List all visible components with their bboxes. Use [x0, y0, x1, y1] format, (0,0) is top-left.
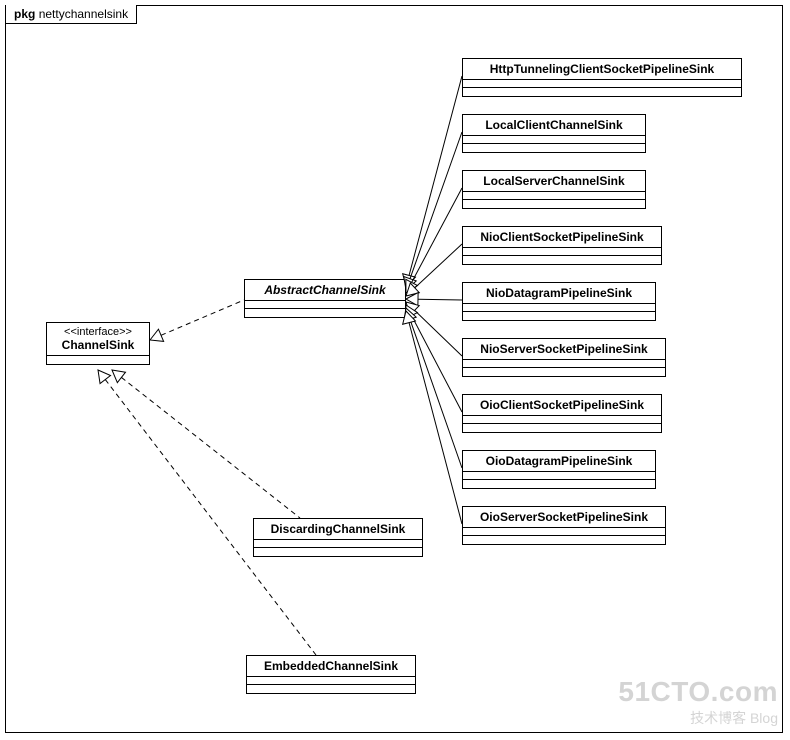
- class-discardingchannelsink: DiscardingChannelSink: [253, 518, 423, 557]
- empty-compartment: [463, 472, 655, 480]
- package-tab: pkg nettychannelsink: [5, 5, 137, 24]
- empty-compartment: [463, 536, 665, 544]
- package-name: nettychannelsink: [39, 7, 128, 21]
- classifier-head: <<interface>> ChannelSink: [47, 323, 149, 356]
- class-name: OioClientSocketPipelineSink: [469, 398, 655, 412]
- empty-compartment: [463, 88, 741, 96]
- empty-compartment: [463, 192, 645, 200]
- classifier-head: OioClientSocketPipelineSink: [463, 395, 661, 416]
- classifier-head: NioDatagramPipelineSink: [463, 283, 655, 304]
- empty-compartment: [47, 356, 149, 364]
- empty-compartment: [463, 416, 661, 424]
- class-name: NioDatagramPipelineSink: [469, 286, 649, 300]
- empty-compartment: [463, 136, 645, 144]
- empty-compartment: [463, 424, 661, 432]
- classifier-head: EmbeddedChannelSink: [247, 656, 415, 677]
- class-name: LocalServerChannelSink: [469, 174, 639, 188]
- empty-compartment: [463, 304, 655, 312]
- classifier-head: AbstractChannelSink: [245, 280, 405, 301]
- class-name: HttpTunnelingClientSocketPipelineSink: [469, 62, 735, 76]
- class-oioclientsocketpipelinesink: OioClientSocketPipelineSink: [462, 394, 662, 433]
- class-name: OioDatagramPipelineSink: [469, 454, 649, 468]
- class-name: OioServerSocketPipelineSink: [469, 510, 659, 524]
- class-nioclientsocketpipelinesink: NioClientSocketPipelineSink: [462, 226, 662, 265]
- stereotype-label: <<interface>>: [53, 326, 143, 338]
- empty-compartment: [463, 200, 645, 208]
- watermark-line1: 51CTO.com: [618, 676, 778, 708]
- empty-compartment: [245, 301, 405, 309]
- classifier-head: LocalServerChannelSink: [463, 171, 645, 192]
- classifier-head: NioClientSocketPipelineSink: [463, 227, 661, 248]
- empty-compartment: [245, 309, 405, 317]
- empty-compartment: [463, 256, 661, 264]
- empty-compartment: [463, 368, 665, 376]
- empty-compartment: [463, 144, 645, 152]
- watermark-line2: 技术博客 Blog: [618, 708, 778, 728]
- classifier-head: NioServerSocketPipelineSink: [463, 339, 665, 360]
- class-name: LocalClientChannelSink: [469, 118, 639, 132]
- class-niodatagrampipelinesink: NioDatagramPipelineSink: [462, 282, 656, 321]
- empty-compartment: [254, 540, 422, 548]
- class-httptunnelingclientsocketpipelinesink: HttpTunnelingClientSocketPipelineSink: [462, 58, 742, 97]
- classifier-head: HttpTunnelingClientSocketPipelineSink: [463, 59, 741, 80]
- class-localserverchannelsink: LocalServerChannelSink: [462, 170, 646, 209]
- classifier-head: OioServerSocketPipelineSink: [463, 507, 665, 528]
- classifier-head: LocalClientChannelSink: [463, 115, 645, 136]
- empty-compartment: [463, 80, 741, 88]
- diagram-frame: [5, 5, 783, 733]
- class-name: EmbeddedChannelSink: [253, 659, 409, 673]
- class-abstractchannelsink: AbstractChannelSink: [244, 279, 406, 318]
- class-localclientchannelsink: LocalClientChannelSink: [462, 114, 646, 153]
- class-embeddedchannelsink: EmbeddedChannelSink: [246, 655, 416, 694]
- watermark: 51CTO.com 技术博客 Blog: [618, 676, 778, 728]
- empty-compartment: [463, 528, 665, 536]
- class-name: NioClientSocketPipelineSink: [469, 230, 655, 244]
- class-nioserversocketpipelinesink: NioServerSocketPipelineSink: [462, 338, 666, 377]
- empty-compartment: [247, 685, 415, 693]
- package-label: pkg: [14, 7, 35, 21]
- empty-compartment: [463, 248, 661, 256]
- class-oiodatagrampipelinesink: OioDatagramPipelineSink: [462, 450, 656, 489]
- class-channelsink-interface: <<interface>> ChannelSink: [46, 322, 150, 365]
- class-name: AbstractChannelSink: [251, 283, 399, 297]
- class-name: DiscardingChannelSink: [260, 522, 416, 536]
- classifier-head: OioDatagramPipelineSink: [463, 451, 655, 472]
- empty-compartment: [254, 548, 422, 556]
- class-oioserversocketpipelinesink: OioServerSocketPipelineSink: [462, 506, 666, 545]
- empty-compartment: [463, 480, 655, 488]
- empty-compartment: [247, 677, 415, 685]
- classifier-head: DiscardingChannelSink: [254, 519, 422, 540]
- class-name: NioServerSocketPipelineSink: [469, 342, 659, 356]
- empty-compartment: [463, 312, 655, 320]
- empty-compartment: [463, 360, 665, 368]
- class-name: ChannelSink: [53, 338, 143, 352]
